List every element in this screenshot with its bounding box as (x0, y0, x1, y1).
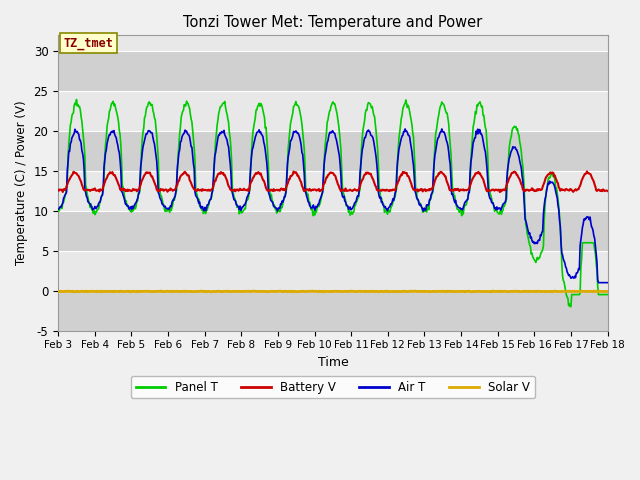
Line: Solar V: Solar V (58, 291, 607, 292)
Legend: Panel T, Battery V, Air T, Solar V: Panel T, Battery V, Air T, Solar V (131, 376, 535, 398)
Panel T (401, 102, 408, 108)
Air T (205, 198, 213, 204)
Panel T (64, 153, 72, 159)
Solar V (121, 288, 129, 294)
Battery V (121, 186, 129, 192)
Air T (417, 202, 424, 207)
Battery V (54, 187, 62, 193)
Panel T (177, 114, 185, 120)
Line: Panel T: Panel T (58, 99, 607, 307)
Bar (58, 251, 607, 290)
Battery V (496, 189, 504, 195)
Panel T (122, 199, 129, 204)
Battery V (64, 179, 72, 185)
X-axis label: Time: Time (317, 356, 348, 369)
Line: Air T: Air T (58, 129, 607, 283)
Air T (54, 206, 62, 212)
Air T (595, 280, 602, 286)
Solar V (604, 288, 611, 294)
Battery V (400, 170, 408, 176)
Bar (58, 12, 607, 51)
Line: Battery V: Battery V (58, 171, 607, 192)
Air T (64, 159, 72, 165)
Panel T (604, 292, 611, 298)
Solar V (54, 288, 62, 294)
Air T (401, 126, 409, 132)
Solar V (64, 288, 72, 294)
Battery V (177, 174, 184, 180)
Title: Tonzi Tower Met: Temperature and Power: Tonzi Tower Met: Temperature and Power (183, 15, 483, 30)
Air T (604, 280, 611, 286)
Air T (400, 129, 408, 134)
Battery V (205, 188, 213, 193)
Air T (121, 197, 129, 203)
Panel T (206, 196, 214, 202)
Bar (58, 290, 607, 331)
Y-axis label: Temperature (C) / Power (V): Temperature (C) / Power (V) (15, 101, 28, 265)
Bar (58, 91, 607, 131)
Bar (58, 171, 607, 211)
Bar (58, 131, 607, 171)
Solar V (207, 289, 215, 295)
Panel T (73, 96, 81, 102)
Battery V (604, 188, 611, 194)
Bar (58, 211, 607, 251)
Battery V (416, 187, 424, 193)
Solar V (401, 288, 409, 294)
Panel T (417, 201, 424, 206)
Panel T (566, 304, 574, 310)
Solar V (157, 288, 164, 294)
Solar V (417, 288, 425, 294)
Solar V (177, 288, 185, 294)
Air T (177, 139, 184, 145)
Bar (58, 51, 607, 91)
Battery V (583, 168, 591, 174)
Panel T (54, 206, 62, 212)
Solar V (206, 289, 214, 295)
Text: TZ_tmet: TZ_tmet (63, 36, 113, 50)
